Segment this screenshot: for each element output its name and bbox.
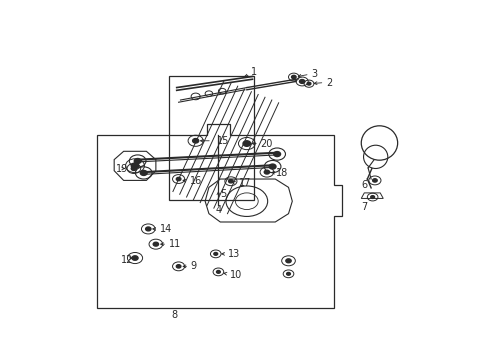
Circle shape (153, 242, 158, 246)
Circle shape (370, 195, 374, 198)
Circle shape (264, 170, 269, 174)
Circle shape (216, 270, 220, 273)
Circle shape (306, 82, 310, 85)
Circle shape (286, 273, 290, 275)
Text: 7: 7 (361, 202, 366, 212)
Circle shape (176, 177, 181, 181)
Text: 4: 4 (215, 204, 221, 215)
Text: 8: 8 (171, 310, 178, 320)
Text: 12: 12 (121, 255, 133, 265)
Circle shape (192, 139, 198, 143)
Text: 5: 5 (220, 189, 226, 199)
Text: 10: 10 (229, 270, 242, 280)
Circle shape (299, 80, 304, 84)
Text: 1: 1 (251, 67, 257, 77)
Circle shape (372, 179, 376, 182)
Circle shape (131, 163, 139, 168)
Circle shape (134, 158, 141, 163)
Text: 3: 3 (311, 69, 317, 79)
Circle shape (285, 259, 290, 263)
Circle shape (268, 164, 275, 169)
Text: 19: 19 (115, 164, 128, 174)
Text: 14: 14 (159, 224, 172, 234)
Circle shape (145, 227, 151, 231)
Circle shape (228, 180, 233, 183)
Text: 2: 2 (326, 78, 332, 89)
Circle shape (176, 265, 181, 268)
Text: 18: 18 (276, 168, 288, 179)
Text: 16: 16 (189, 176, 202, 186)
Text: 17: 17 (238, 178, 250, 188)
Text: 20: 20 (260, 139, 272, 149)
Text: 9: 9 (189, 261, 196, 271)
Text: 13: 13 (227, 249, 240, 259)
Circle shape (273, 152, 280, 157)
Text: 11: 11 (169, 239, 181, 249)
Circle shape (291, 75, 295, 79)
Circle shape (131, 167, 136, 170)
Text: 15: 15 (216, 136, 228, 146)
Circle shape (243, 141, 250, 146)
Text: 6: 6 (361, 180, 366, 190)
Circle shape (213, 252, 217, 255)
Circle shape (132, 256, 138, 260)
Circle shape (140, 170, 147, 175)
